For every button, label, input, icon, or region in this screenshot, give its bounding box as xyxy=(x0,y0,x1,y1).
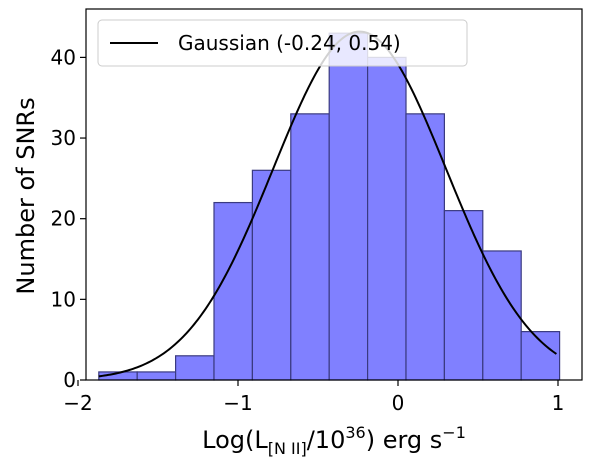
histogram-bar xyxy=(405,113,446,381)
y-axis-label: Number of SNRs xyxy=(12,97,40,294)
histogram-bar xyxy=(175,355,215,381)
y-axis-ticks: 0 10 20 30 40 xyxy=(51,45,86,392)
x-axis-label: Log(L[N II]/1036) erg s−1 xyxy=(202,423,466,458)
histogram-bar xyxy=(443,210,484,381)
histogram-bar xyxy=(367,56,407,381)
histogram-bar xyxy=(251,169,292,381)
histogram-bar xyxy=(520,331,561,381)
x-axis-ticks: −2 −1 0 1 xyxy=(63,380,564,415)
plot-frame xyxy=(85,8,583,381)
x-tick-label: −1 xyxy=(223,391,252,415)
y-tick-label: 40 xyxy=(51,45,76,69)
legend: Gaussian (-0.24, 0.54) xyxy=(97,19,468,67)
histogram-bar xyxy=(136,371,177,381)
y-tick-label: 30 xyxy=(51,126,76,150)
histogram-bar xyxy=(213,201,254,381)
legend-box xyxy=(97,19,468,67)
histogram-bar xyxy=(328,32,369,381)
x-tick-label: 0 xyxy=(392,391,405,415)
y-tick-label: 10 xyxy=(51,287,76,311)
y-tick-label: 0 xyxy=(63,368,76,392)
x-tick-label: −2 xyxy=(63,391,92,415)
histogram-bars xyxy=(98,32,561,381)
legend-label: Gaussian (-0.24, 0.54) xyxy=(178,31,401,55)
histogram-bar xyxy=(482,250,522,381)
y-tick-label: 20 xyxy=(51,207,76,231)
histogram-bar xyxy=(290,113,330,381)
x-tick-label: 1 xyxy=(552,391,565,415)
